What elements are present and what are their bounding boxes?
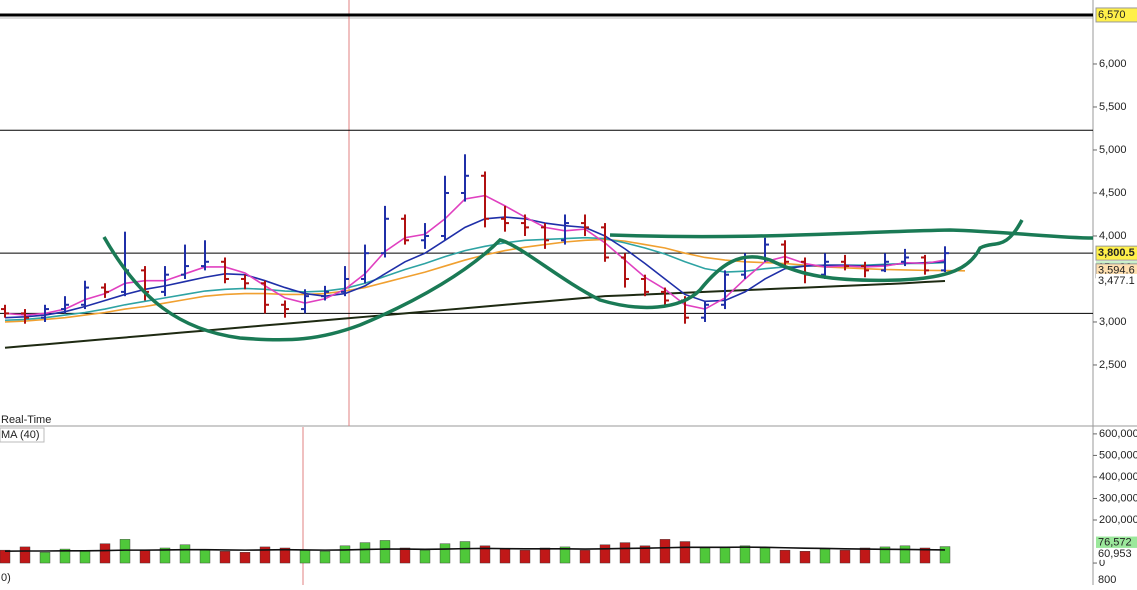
volume-average: [4, 546, 946, 553]
moving-average: [4, 279, 946, 349]
volume-bar: [119, 539, 131, 564]
volume-bar: [439, 543, 451, 564]
volume-bar: [479, 545, 491, 564]
volume-bar: [459, 541, 471, 564]
volume-bar: [659, 539, 671, 564]
volume-bar: [779, 549, 791, 564]
y-tick-label: 6,000: [1099, 58, 1127, 70]
study-label: MA (40): [1, 429, 40, 441]
volume-bar: [259, 546, 271, 564]
price-tag-label: 6,570: [1098, 9, 1126, 21]
volume-bar: [359, 542, 371, 564]
axis-fragment: 800: [1098, 574, 1116, 585]
y-tick-label: 5,000: [1099, 144, 1127, 156]
hand-drawn-curve: [102, 219, 1024, 342]
y-tick-label: 300,000: [1099, 492, 1137, 504]
volume-bar: [279, 547, 291, 564]
y-tick-label: 500,000: [1099, 449, 1137, 461]
volume-bar: [519, 549, 531, 564]
volume-bar: [719, 546, 731, 564]
volume-bar: [859, 547, 871, 564]
hand-drawn-curve: [609, 228, 1094, 240]
volume-bar: [99, 543, 111, 564]
volume-bar: [499, 548, 511, 564]
volume-bar: [199, 549, 211, 564]
volume-pane: [0, 539, 951, 564]
volume-tag: [1096, 547, 1137, 560]
y-tick-label: 600,000: [1099, 428, 1137, 440]
y-tick-label: 4,000: [1099, 230, 1127, 242]
price-tag-label: 3,800.5: [1098, 247, 1135, 259]
volume-bar: [839, 549, 851, 564]
volume-bar: [939, 546, 951, 564]
price-tag-label: 3,594.6: [1098, 265, 1135, 277]
y-tick-label: 0: [1099, 557, 1105, 569]
volume-bar: [819, 548, 831, 564]
price-tag: [1095, 245, 1137, 261]
volume-bar: [79, 551, 91, 564]
volume-tag: [1096, 536, 1137, 549]
volume-bar: [879, 546, 891, 564]
volume-bar: [19, 546, 31, 564]
volume-bar: [799, 551, 811, 564]
y-tick-label: 4,500: [1099, 187, 1127, 199]
volume-bar: [139, 549, 151, 564]
volume-bar: [759, 547, 771, 564]
volume-bar: [419, 549, 431, 564]
volume-bar: [59, 548, 71, 564]
value-axis: 2,500 3,000 4,000 4,500 5,000 5,500 6,000 0 200,…: [1093, 7, 1137, 569]
annotations: [102, 219, 1094, 342]
y-tick-label: 400,000: [1099, 471, 1137, 483]
volume-bar: [0, 549, 11, 564]
moving-average: [4, 194, 946, 316]
y-tick-label: 200,000: [1099, 514, 1137, 526]
volume-bar: [679, 541, 691, 564]
volume-bar: [39, 552, 51, 564]
volume-bar: [639, 545, 651, 564]
corner-text: 0): [1, 572, 11, 584]
volume-bar: [219, 551, 231, 564]
volume-bar: [239, 552, 251, 564]
price-tag: [1095, 7, 1137, 23]
price-pane: [0, 13, 1093, 349]
volume-bar: [699, 547, 711, 564]
volume-bar: [159, 547, 171, 564]
y-tick-label: 3,000: [1099, 316, 1127, 328]
y-tick-label: 5,500: [1099, 101, 1127, 113]
volume-bar: [379, 540, 391, 564]
volume-bar: [559, 546, 571, 564]
volume-bar: [599, 544, 611, 564]
price-tag-label: 3,477.1: [1098, 275, 1135, 287]
volume-bar: [399, 547, 411, 564]
volume-bar: [579, 549, 591, 564]
study-box: [0, 427, 45, 443]
volume-bar: [319, 551, 331, 564]
y-tick-label: 2,500: [1099, 359, 1127, 371]
volume-bar: [919, 547, 931, 564]
volume-bar: [299, 549, 311, 564]
volume-tag-label: 76,572: [1098, 536, 1132, 548]
volume-bar: [739, 545, 751, 564]
volume-bar: [339, 545, 351, 564]
volume-bar: [899, 545, 911, 564]
price-tag: [1096, 273, 1137, 288]
volume-bar: [179, 544, 191, 564]
volume-bar: [539, 547, 551, 564]
volume-tag-label: 60,953: [1098, 548, 1132, 560]
volume-bar: [619, 542, 631, 564]
status-label: Real-Time: [1, 414, 51, 426]
